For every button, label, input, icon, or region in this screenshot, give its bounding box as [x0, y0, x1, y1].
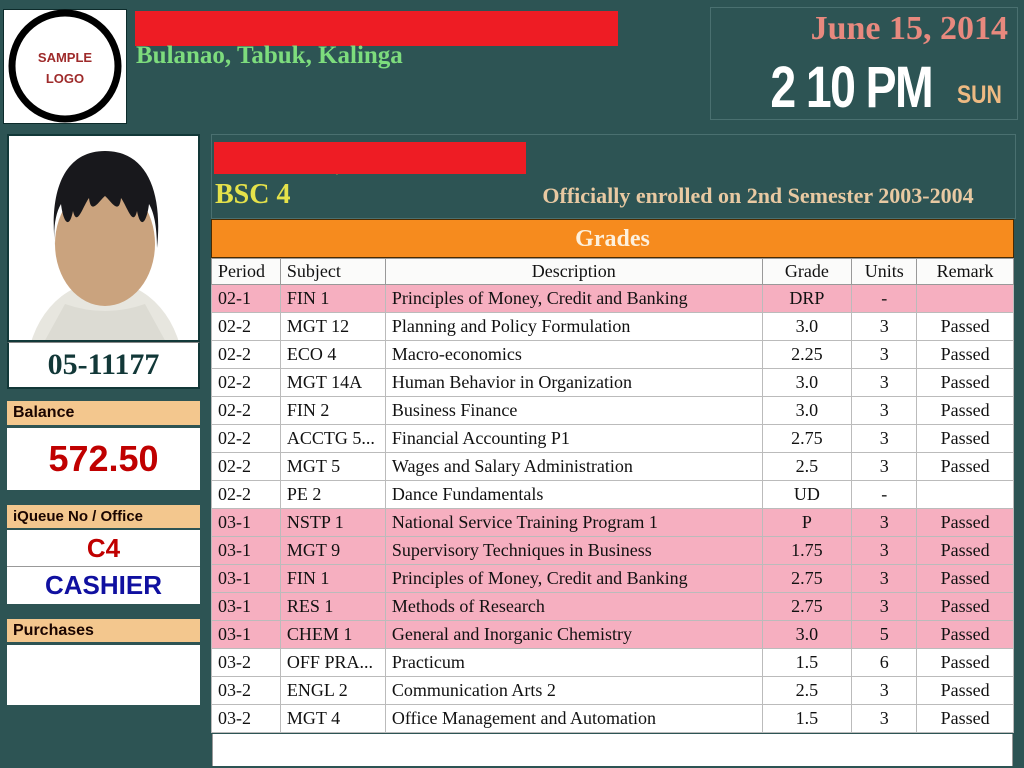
svg-text:SAMPLE: SAMPLE	[38, 50, 93, 65]
svg-text:LOGO: LOGO	[46, 71, 84, 86]
